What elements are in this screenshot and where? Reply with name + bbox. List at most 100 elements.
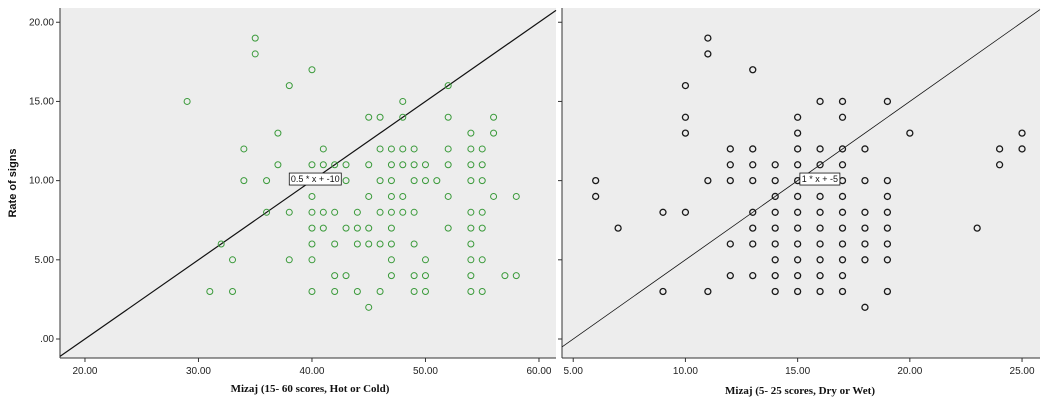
right-data-point: [861, 303, 869, 311]
left-data-point: [490, 129, 498, 137]
right-data-point: [838, 192, 847, 201]
left-data-point: [251, 34, 259, 42]
left-data-point: [478, 224, 486, 232]
right-data-point: [726, 271, 734, 280]
right-data-point: [771, 176, 779, 185]
left-data-point: [478, 145, 486, 153]
left-data-point: [444, 161, 452, 169]
right-data-point: [749, 240, 757, 248]
left-data-point: [444, 113, 452, 121]
right-data-point: [816, 287, 824, 296]
right-data-point: [771, 208, 779, 216]
right-data-point: [793, 256, 802, 264]
left-data-point: [387, 192, 395, 200]
left-data-point: [387, 224, 395, 232]
left-data-point: [410, 272, 418, 280]
left-data-point: [240, 177, 248, 185]
right-data-point: [726, 161, 734, 169]
left-data-point: [467, 287, 475, 295]
left-data-point: [365, 224, 373, 232]
right-x-tick-label: 15.00: [785, 366, 810, 377]
left-y-axis-label: Rate of signs: [7, 148, 19, 217]
left-data-point: [410, 177, 418, 185]
left-data-point: [365, 240, 373, 248]
right-data-point: [749, 176, 757, 185]
right-data-point: [749, 66, 757, 74]
left-data-point: [387, 256, 395, 264]
right-data-point: [838, 224, 847, 232]
left-x-tick-label: 40.00: [299, 366, 324, 377]
left-data-point: [308, 192, 316, 200]
left-data-point: [421, 177, 429, 185]
right-data-point: [592, 192, 600, 201]
right-data-point: [838, 113, 847, 121]
right-data-point: [861, 176, 869, 185]
left-data-point: [319, 161, 327, 169]
left-data-point: [399, 145, 407, 153]
right-x-tick-label: 5.00: [563, 366, 583, 377]
left-data-point: [410, 287, 418, 295]
left-data-point: [376, 208, 384, 216]
left-data-point: [387, 161, 395, 169]
left-data-point: [285, 82, 293, 90]
left-data-point: [376, 113, 384, 121]
left-data-point: [467, 208, 475, 216]
right-data-point: [659, 208, 667, 216]
right-fit-label: 1 * x + -5: [802, 174, 838, 184]
right-data-point: [883, 208, 892, 216]
right-data-point: [816, 271, 824, 280]
right-data-point: [771, 256, 779, 264]
left-data-point: [331, 208, 339, 216]
left-data-point: [217, 240, 225, 248]
left-data-point: [376, 177, 384, 185]
right-data-point: [816, 208, 824, 216]
right-data-point: [726, 176, 734, 185]
right-data-point: [838, 287, 847, 296]
right-x-tick-label: 25.00: [1010, 366, 1035, 377]
left-data-point: [387, 177, 395, 185]
right-data-point: [883, 192, 892, 201]
right-data-point: [838, 145, 847, 153]
right-data-point: [681, 208, 690, 216]
right-data-point: [681, 81, 690, 90]
right-data-point: [838, 271, 847, 280]
left-data-point: [274, 161, 282, 169]
left-x-tick-label: 30.00: [186, 366, 211, 377]
left-data-point: [251, 50, 259, 58]
right-data-point: [749, 161, 757, 169]
left-data-point: [376, 287, 384, 295]
right-data-point: [973, 224, 981, 232]
right-data-point: [1018, 129, 1026, 137]
right-data-point: [793, 287, 802, 296]
right-data-point: [592, 176, 600, 185]
left-data-point: [467, 256, 475, 264]
left-data-point: [399, 113, 407, 121]
left-data-point: [308, 287, 316, 295]
right-data-point: [771, 161, 779, 169]
right-data-point: [793, 240, 802, 248]
left-data-point: [308, 240, 316, 248]
right-data-point: [793, 161, 802, 169]
right-data-point: [838, 256, 847, 264]
left-data-point: [365, 113, 373, 121]
left-data-point: [490, 113, 498, 121]
right-data-point: [704, 176, 712, 185]
right-data-point: [704, 287, 712, 296]
right-data-point: [816, 192, 824, 201]
left-data-point: [308, 66, 316, 74]
right-x-tick-label: 10.00: [673, 366, 698, 377]
left-data-point: [467, 224, 475, 232]
left-data-point: [308, 208, 316, 216]
left-data-point: [512, 192, 520, 200]
right-data-point: [816, 256, 824, 264]
left-data-point: [444, 192, 452, 200]
left-x-tick-label: 60.00: [526, 366, 551, 377]
right-data-point: [883, 287, 892, 296]
left-data-point: [410, 145, 418, 153]
right-data-point: [861, 256, 869, 264]
right-data-point: [838, 97, 847, 106]
left-data-point: [478, 208, 486, 216]
left-data-point: [365, 303, 373, 311]
left-data-point: [399, 208, 407, 216]
